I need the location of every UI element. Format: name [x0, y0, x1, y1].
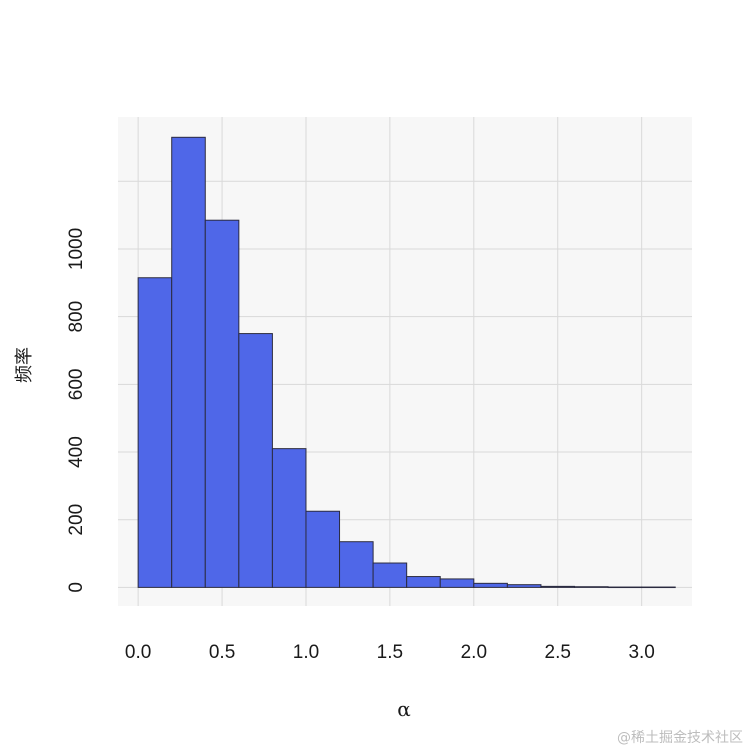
histogram-bar — [171, 136, 206, 588]
histogram-bar — [372, 562, 408, 588]
x-tick-label: 2.0 — [461, 642, 487, 663]
histogram-bar — [238, 333, 273, 588]
watermark: @稀土掘金技术社区 — [617, 730, 743, 746]
y-tick-label: 400 — [66, 436, 87, 468]
x-axis-ticks: 0.0 0.5 1.0 1.5 2.0 2.5 3.0 — [125, 642, 655, 663]
histogram-bar — [339, 541, 374, 588]
histogram-bars — [137, 136, 676, 589]
x-tick-label: 3.0 — [628, 642, 654, 663]
histogram-bar — [574, 586, 609, 588]
histogram-bar — [506, 584, 542, 588]
y-axis-title: 频率 — [14, 347, 35, 383]
histogram-bar — [204, 219, 240, 588]
x-tick-label: 1.0 — [293, 642, 319, 663]
histogram-bar — [540, 585, 576, 588]
y-tick-label: 1000 — [66, 228, 87, 270]
y-tick-label: 0 — [66, 582, 87, 593]
y-axis-ticks: 0 200 400 600 800 1000 — [66, 228, 87, 593]
y-tick-label: 600 — [66, 368, 87, 400]
x-tick-label: 2.5 — [545, 642, 571, 663]
histogram-bar — [641, 586, 676, 589]
x-axis-title: α — [397, 697, 411, 721]
histogram-bar — [607, 586, 643, 589]
x-tick-label: 0.0 — [125, 642, 151, 663]
histogram-bar — [271, 448, 307, 588]
histogram-bar — [439, 578, 475, 588]
x-tick-label: 0.5 — [209, 642, 235, 663]
histogram-bar — [137, 277, 173, 588]
histogram-bar — [305, 510, 341, 588]
histogram-bar — [406, 576, 441, 588]
y-tick-label: 800 — [66, 301, 87, 333]
y-tick-label: 200 — [66, 504, 87, 536]
x-tick-label: 1.5 — [377, 642, 403, 663]
histogram-bar — [473, 582, 508, 588]
